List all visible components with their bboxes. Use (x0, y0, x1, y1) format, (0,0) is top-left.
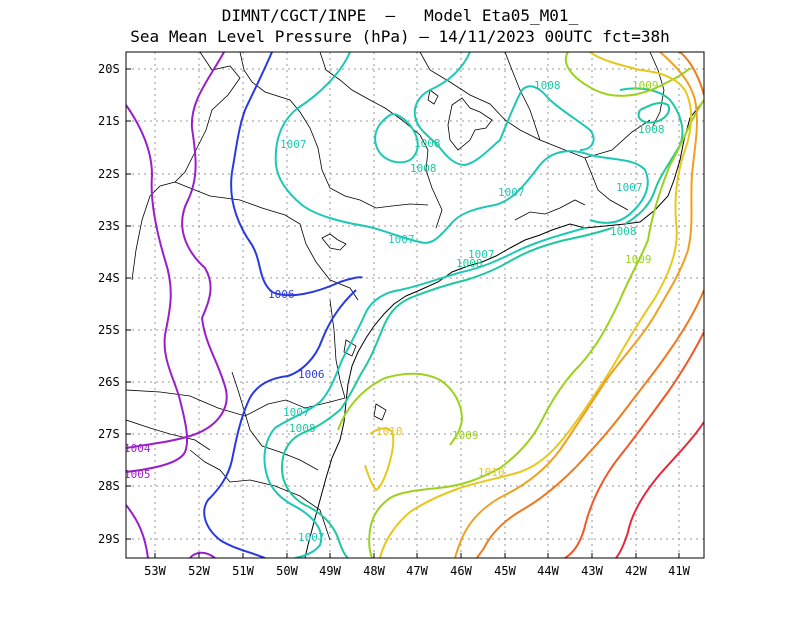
lat-tick-label: 25S (98, 323, 120, 337)
map-title-line1: DIMNT/CGCT/INPE – Model Eta05_M01_ (221, 6, 579, 25)
contour-label: 1006 (298, 368, 325, 381)
contour-labels: 1004 1005 1006 1006 1007 1007 1007 1007 … (124, 79, 665, 544)
contour-label: 1010 (376, 425, 403, 438)
contour-label: 1008 (610, 225, 637, 238)
isobar-1005 (126, 104, 189, 473)
isobars (126, 52, 704, 558)
lon-tick-label: 52W (188, 564, 210, 578)
isobar-1009b (565, 52, 691, 97)
lon-tick-label: 53W (144, 564, 166, 578)
lat-tick-label: 26S (98, 375, 120, 389)
lon-tick-label: 49W (319, 564, 341, 578)
contour-label: 1008 (414, 137, 441, 150)
isobar-1008a (619, 87, 684, 225)
lon-tick-label: 43W (581, 564, 603, 578)
lon-tick-labels: 53W 52W 51W 50W 49W 48W 47W 46W 45W 44W … (144, 564, 690, 578)
lat-tick-label: 28S (98, 479, 120, 493)
isobar-1006b (203, 289, 357, 558)
coastline (304, 99, 704, 558)
isobar-1007c (263, 227, 586, 558)
lon-tick-label: 44W (537, 564, 559, 578)
isobar-1010b (364, 427, 395, 492)
contour-label: 1008 (534, 79, 561, 92)
isobar-1009a (368, 99, 704, 558)
contour-label: 1007 (283, 406, 310, 419)
lon-tick-label: 45W (494, 564, 516, 578)
contour-label: 1009 (632, 79, 659, 92)
lat-tick-label: 21S (98, 114, 120, 128)
contour-label: 1009 (452, 429, 479, 442)
contour-label: 1008 (638, 123, 665, 136)
contour-label: 1007 (298, 531, 325, 544)
lat-tick-label: 27S (98, 427, 120, 441)
lat-tick-label: 20S (98, 62, 120, 76)
isobar-1008b (637, 101, 670, 124)
isobar-1011 (454, 52, 698, 558)
lat-tick-label: 22S (98, 167, 120, 181)
contour-label: 1008 (410, 162, 437, 175)
isobar-1012 (476, 52, 704, 558)
lon-tick-label: 46W (450, 564, 472, 578)
contour-label: 1009 (625, 253, 652, 266)
isobar-1004c (189, 551, 216, 558)
lat-tick-label: 24S (98, 271, 120, 285)
isobar-1009c (337, 372, 464, 446)
isobar-1010a (379, 52, 693, 558)
lon-tick-label: 50W (276, 564, 298, 578)
lat-tick-label: 29S (98, 532, 120, 546)
isobar-1007b (413, 52, 595, 167)
map-title-line2: Sea Mean Level Pressure (hPa) – 14/11/20… (130, 27, 670, 46)
contour-label: 1010 (478, 466, 505, 479)
lat-tick-labels: 20S 21S 22S 23S 24S 25S 26S 27S 28S 29S (98, 62, 120, 546)
isobar-1013 (564, 331, 704, 558)
isobar-1008c (280, 227, 613, 558)
lakes (321, 89, 493, 421)
isobar-1004b (126, 504, 149, 558)
lon-tick-label: 41W (668, 564, 690, 578)
isobar-1007a (274, 52, 649, 244)
contour-label: 1006 (268, 288, 295, 301)
isobar-1014 (615, 421, 704, 558)
lat-tick-label: 23S (98, 219, 120, 233)
contour-label: 1005 (124, 468, 151, 481)
lon-tick-label: 42W (625, 564, 647, 578)
lon-tick-label: 47W (406, 564, 428, 578)
contour-label: 1007 (280, 138, 307, 151)
contour-label: 1008 (456, 257, 483, 270)
isobar-1004 (126, 52, 228, 449)
lon-tick-label: 48W (363, 564, 385, 578)
contour-label: 1007 (616, 181, 643, 194)
lon-tick-label: 51W (232, 564, 254, 578)
isobar-1007d (374, 113, 419, 164)
lon-axis (154, 553, 680, 558)
contour-label: 1004 (124, 442, 151, 455)
isobar-1006 (230, 52, 363, 297)
contour-label: 1007 (468, 248, 495, 261)
map-frame (125, 51, 705, 559)
political-borders (126, 52, 665, 541)
lat-axis (126, 68, 131, 540)
contour-label: 1007 (498, 186, 525, 199)
contour-label: 1008 (289, 422, 316, 435)
contour-label: 1007 (388, 233, 415, 246)
